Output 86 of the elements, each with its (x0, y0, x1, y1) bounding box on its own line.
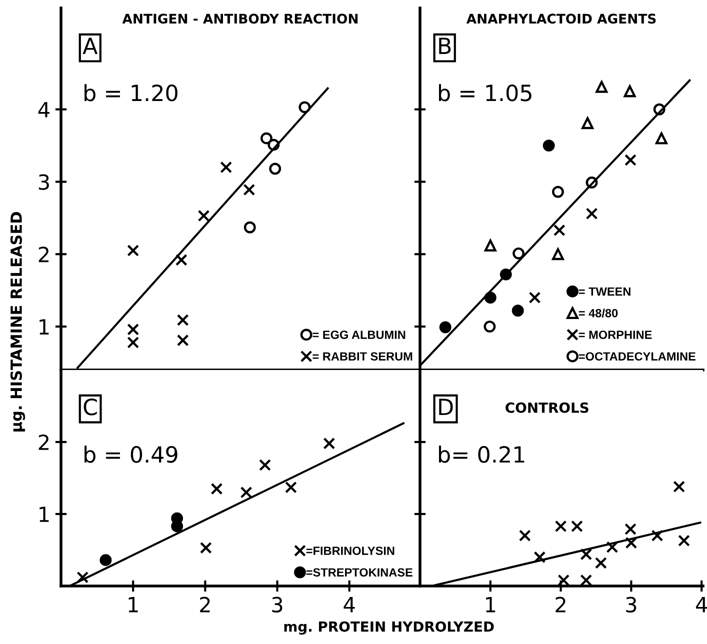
annotation: C (84, 398, 97, 416)
point (625, 536, 638, 549)
point (534, 551, 546, 564)
point (580, 548, 592, 560)
point (259, 459, 271, 472)
point (553, 224, 566, 236)
point (198, 210, 210, 222)
annotation: b= 0.21 (438, 446, 524, 463)
point (678, 534, 690, 547)
point (542, 140, 555, 152)
y-tick-label: 1 (40, 506, 49, 522)
point (127, 323, 140, 336)
point (582, 117, 594, 130)
point (100, 554, 112, 566)
point (243, 184, 256, 196)
point (175, 254, 188, 266)
legend-label: = EGG ALBUMIN (312, 330, 406, 339)
y-tick-label: 2 (38, 434, 48, 450)
legend-label: = MORPHINE (578, 330, 652, 339)
point (580, 574, 592, 586)
y-tick-label: 4 (38, 102, 50, 118)
x-tick-label: 1 (128, 597, 138, 612)
y-tick-label: 3 (38, 174, 49, 190)
point (200, 542, 212, 554)
annotation: b = 1.20 (84, 84, 178, 102)
point (512, 304, 524, 317)
point (176, 334, 189, 346)
point (528, 292, 541, 304)
point (651, 530, 664, 542)
x-axis-title: mg. PROTEIN HYDROLYZED (284, 621, 494, 635)
y-tick-label: 1 (40, 319, 49, 334)
point (76, 571, 89, 584)
point (558, 574, 570, 586)
legend-label: = TWEEN (578, 287, 630, 296)
x-tick-label: 1 (486, 597, 496, 612)
x-tick-label: 3 (626, 596, 636, 613)
annotation: B (439, 38, 451, 54)
point (240, 486, 252, 498)
point (552, 248, 564, 260)
annotation: CONTROLS (506, 402, 588, 413)
point (269, 162, 282, 175)
y-axis-title: μg. HISTAMINE RELEASED (10, 212, 26, 432)
point (127, 336, 140, 348)
x-tick-label: 2 (200, 596, 210, 612)
x-tick-label: 4 (696, 597, 707, 612)
point (571, 520, 583, 532)
legend-label: = 48/80 (578, 308, 618, 318)
point (220, 161, 232, 174)
point (127, 244, 140, 257)
point (655, 132, 668, 144)
point (176, 314, 189, 326)
legend-label: =STREPTOKINASE (306, 568, 412, 577)
chart-title: ANTIGEN - ANTIBODY REACTION (122, 14, 358, 24)
annotation: A (82, 38, 98, 54)
point (284, 481, 297, 494)
point (586, 208, 598, 220)
legend-label: =FIBRINOLYSIN (306, 546, 394, 555)
chart-title: ANAPHYLACTOID AGENTS (466, 14, 656, 24)
point (596, 80, 608, 93)
point (439, 321, 452, 334)
annotation: D (439, 398, 453, 416)
point (552, 186, 564, 198)
x-tick-label: 4 (344, 597, 355, 612)
point (518, 530, 531, 542)
point (606, 541, 618, 554)
point (554, 520, 567, 532)
point (484, 320, 496, 333)
x-tick-label: 3 (272, 596, 282, 613)
point (298, 101, 311, 114)
y-tick-label: 2 (38, 246, 48, 262)
point (512, 247, 525, 260)
annotation: b = 1.05 (438, 84, 532, 102)
point (210, 482, 223, 495)
x-tick-label: 2 (556, 596, 566, 612)
point (624, 154, 636, 166)
point (624, 85, 636, 98)
point (594, 556, 607, 569)
annotation: b = 0.49 (84, 446, 178, 463)
point (624, 523, 636, 536)
point (484, 240, 496, 252)
point (260, 132, 272, 144)
point (323, 437, 336, 450)
point (244, 221, 256, 234)
legend-label: = RABBIT SERUM (312, 352, 412, 361)
point (673, 480, 686, 493)
legend-label: =OCTADECYLAMINE (578, 352, 696, 361)
